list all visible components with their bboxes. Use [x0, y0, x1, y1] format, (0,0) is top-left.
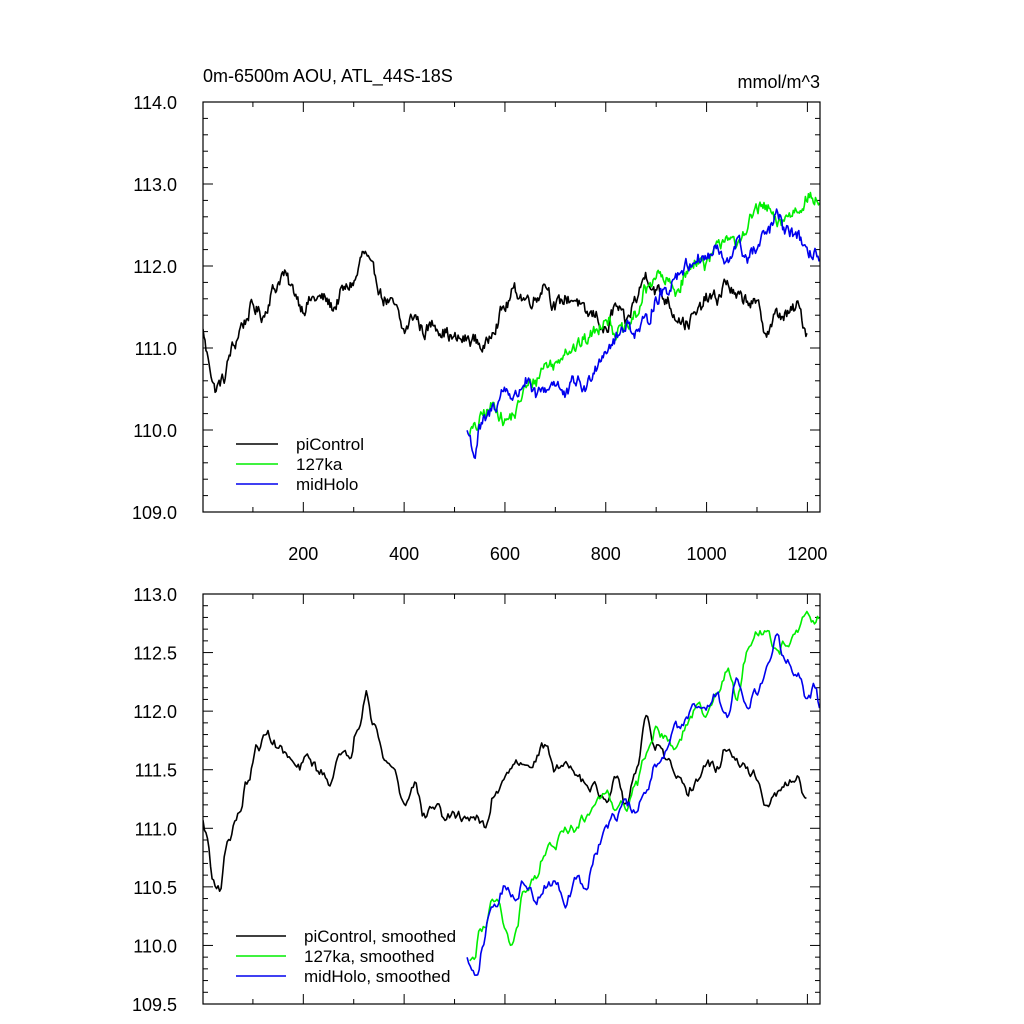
x-tick-label: 400	[389, 544, 419, 564]
legend-label: midHolo	[296, 475, 358, 494]
y-tick-label: 111.0	[135, 339, 177, 359]
x-tick-label: 1200	[787, 544, 827, 564]
x-tick-label: 1000	[687, 544, 727, 564]
series-line-midholo	[466, 208, 820, 460]
bottom-panel-frame	[202, 593, 821, 1005]
bottom-panel: 109.5 110.0 110.5 111.0 111.5 112.0 112.5 113.0…	[132, 585, 821, 1015]
y-tick-label: 111.0	[135, 819, 177, 839]
legend-label: midHolo, smoothed	[304, 967, 450, 986]
y-tick-label: 113.0	[133, 585, 177, 605]
x-tick-label: 600	[490, 544, 520, 564]
top-panel-title: 0m-6500m AOU, ATL_44S-18S	[203, 66, 453, 87]
top-panel-ticks	[203, 101, 820, 513]
top-panel: 0m-6500m AOU, ATL_44S-18S mmol/m^3 109.0…	[132, 66, 827, 564]
y-tick-label: 114.0	[133, 93, 177, 113]
y-tick-label: 112.0	[133, 702, 177, 722]
top-panel-frame	[202, 101, 821, 513]
y-tick-label: 110.5	[133, 878, 177, 898]
y-tick-label: 112.0	[133, 257, 177, 277]
bottom-panel-series	[203, 610, 820, 977]
legend-label: 127ka, smoothed	[304, 947, 434, 966]
y-tick-label: 109.0	[132, 503, 177, 523]
x-tick-label: 200	[288, 544, 318, 564]
bottom-panel-tick-labels: 109.5 110.0 110.5 111.0 111.5 112.0 112.5 113.0	[132, 585, 177, 1015]
x-tick-label: 800	[591, 544, 621, 564]
series-line-127ka	[468, 191, 820, 436]
y-tick-label: 113.0	[133, 175, 177, 195]
series-line-picontrol-smoothed	[203, 689, 807, 893]
y-tick-label: 110.0	[133, 936, 177, 956]
y-tick-label: 111.5	[135, 761, 177, 781]
top-panel-series	[203, 191, 820, 460]
legend-label: 127ka	[296, 455, 343, 474]
y-tick-label: 112.5	[133, 644, 177, 664]
top-panel-units: mmol/m^3	[738, 72, 820, 92]
series-line-picontrol	[203, 250, 808, 394]
top-panel-tick-labels: 109.0 110.0 111.0 112.0 113.0 114.0 200 400 600 8…	[132, 93, 827, 564]
bottom-panel-ticks	[203, 593, 820, 1005]
legend-label: piControl, smoothed	[304, 927, 456, 946]
y-tick-label: 109.5	[132, 995, 177, 1015]
legend-label: piControl	[296, 435, 364, 454]
series-line-midholo-smoothed	[466, 633, 820, 977]
y-tick-label: 110.0	[133, 421, 177, 441]
